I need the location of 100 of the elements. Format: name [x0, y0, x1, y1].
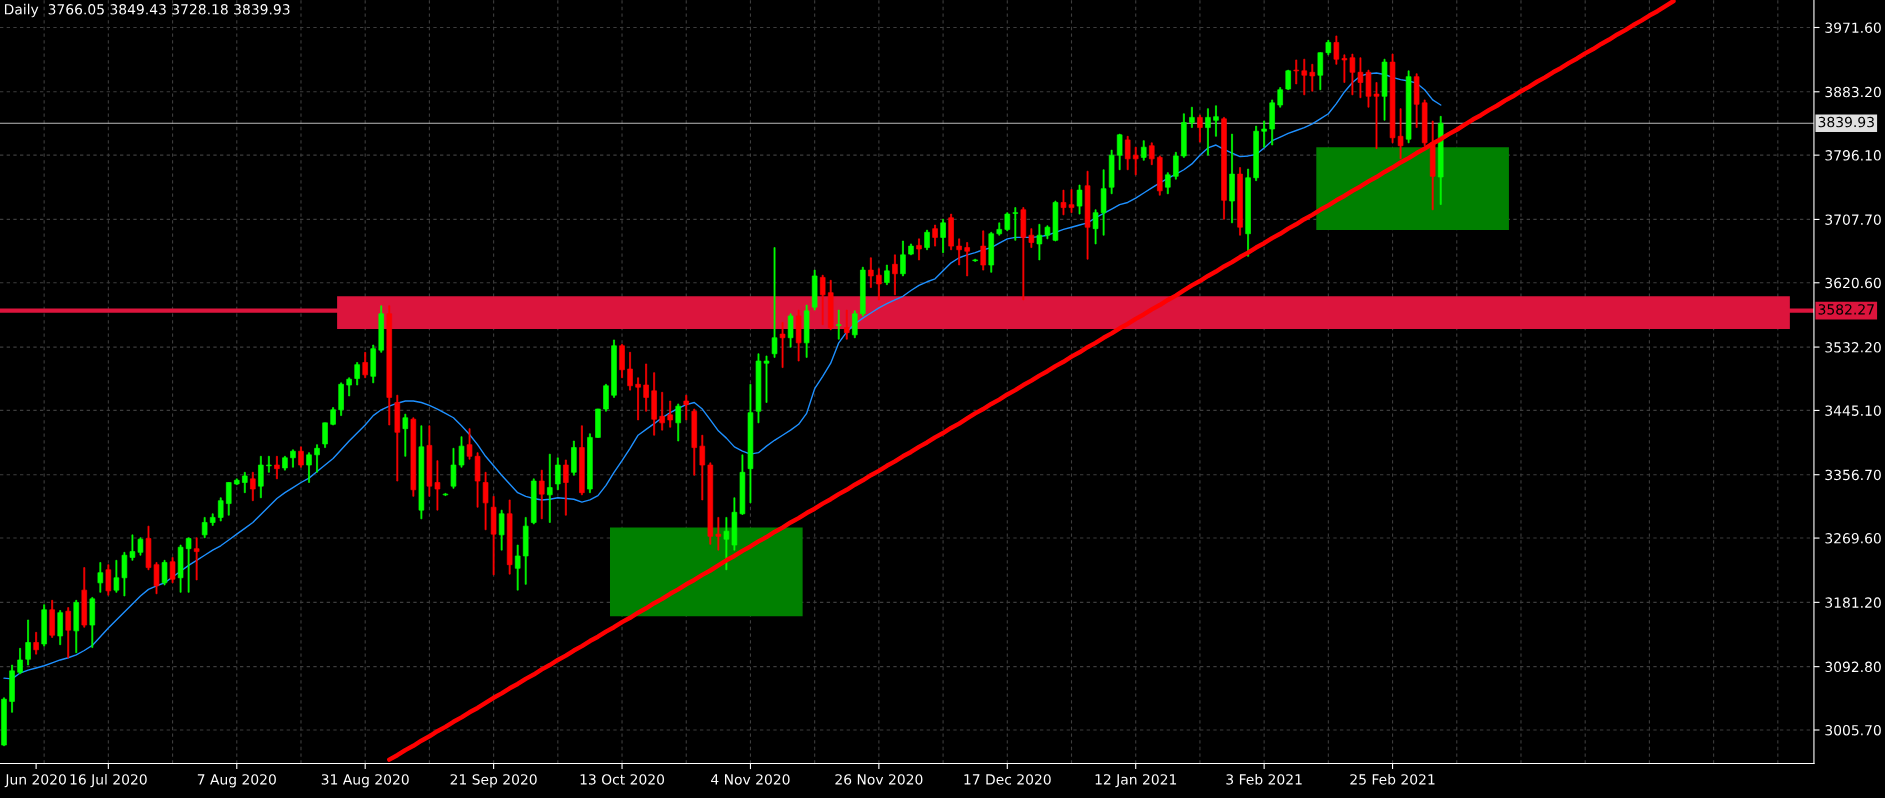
candlestick — [201, 517, 208, 539]
candlestick — [185, 537, 192, 593]
candlestick — [627, 351, 633, 391]
candlestick — [1381, 58, 1388, 121]
candlestick — [234, 478, 240, 486]
candlestick — [916, 238, 922, 261]
candlestick — [539, 469, 545, 520]
candlestick — [555, 457, 561, 491]
candlestick — [442, 493, 449, 496]
candlestick — [418, 425, 425, 520]
candlestick — [121, 551, 128, 597]
candlestick — [940, 218, 946, 254]
candlestick — [1389, 53, 1396, 144]
candlestick — [547, 453, 553, 523]
candlestick — [362, 351, 368, 379]
candlestick — [1165, 172, 1171, 195]
candlestick — [498, 509, 505, 551]
candlestick — [956, 238, 962, 266]
candlestick — [900, 240, 906, 277]
candlestick — [1092, 209, 1099, 245]
y-tick-label: 3620.60 — [1825, 277, 1881, 289]
candlestick — [1293, 59, 1299, 85]
candlestick — [1413, 73, 1420, 128]
candlestick — [1261, 120, 1267, 148]
candlestick — [1197, 114, 1203, 143]
candlestick — [25, 619, 31, 666]
candlestick — [1044, 225, 1051, 240]
candlestick — [819, 274, 826, 326]
y-tick-label: 3445.10 — [1825, 405, 1881, 416]
y-tick-label: 3269.60 — [1825, 533, 1881, 544]
candlestick — [306, 452, 312, 483]
candlestick — [1205, 108, 1211, 156]
line-series — [3, 72, 1442, 680]
x-tick-label: 16 Jul 2020 — [70, 773, 147, 788]
candlestick — [193, 537, 200, 581]
candlestick — [1052, 200, 1059, 242]
x-tick-label: 3 Feb 2021 — [1226, 773, 1302, 785]
candlestick — [169, 557, 176, 584]
candlestick — [161, 559, 168, 586]
y-tick-label: 3005.70 — [1825, 724, 1881, 736]
candlestick — [651, 372, 657, 436]
candlestick — [635, 377, 641, 421]
candlestick — [346, 377, 352, 397]
candlestick — [996, 222, 1003, 236]
candlestick — [771, 247, 778, 358]
candlestick — [266, 455, 272, 473]
candlestick — [723, 517, 730, 571]
candlestick — [89, 597, 96, 648]
x-tick-label: 21 Sep 2020 — [450, 774, 537, 788]
y-tick-label: 3356.70 — [1825, 469, 1881, 481]
candlestick — [1349, 53, 1356, 96]
candlestick — [434, 460, 441, 511]
candlestick — [1036, 223, 1043, 261]
candlestick — [844, 309, 850, 340]
candlestick — [1397, 108, 1404, 160]
candlestick — [290, 449, 296, 468]
y-tick-label: 3092.80 — [1825, 661, 1881, 673]
candlestick — [876, 268, 882, 301]
candlestick — [795, 309, 802, 362]
line-series — [387, 0, 1676, 762]
x-tick-label: 25 Feb 2021 — [1350, 773, 1435, 785]
candlestick — [972, 258, 978, 262]
candlestick — [1229, 133, 1235, 224]
candlestick — [209, 513, 216, 526]
candlestick — [506, 499, 513, 575]
y-tick-label: 3181.20 — [1825, 597, 1881, 608]
candlestick — [699, 434, 706, 501]
candlestick — [1140, 140, 1147, 161]
candlestick — [1189, 106, 1195, 128]
candlestick — [715, 517, 722, 551]
candlestick — [1100, 169, 1107, 236]
candlestick — [884, 264, 890, 286]
candlestick — [1325, 39, 1332, 56]
candlestick — [1309, 63, 1316, 92]
candlestick — [482, 471, 489, 531]
candlestick — [1124, 135, 1131, 171]
ref-line-label: 3839.93 — [1818, 116, 1874, 128]
candlestick — [675, 403, 681, 442]
x-tick-label: 13 Oct 2020 — [580, 774, 665, 785]
candlestick — [1116, 133, 1123, 171]
x-tick-label: 7 Aug 2020 — [197, 774, 276, 788]
candlestick — [643, 363, 649, 412]
candlestick — [17, 647, 23, 675]
candlestick — [932, 224, 938, 247]
candlestick — [964, 242, 970, 277]
x-tick-label: Jun 2020 — [4, 774, 66, 788]
candlestick — [242, 471, 248, 494]
candlestick — [835, 309, 842, 340]
candlestick — [514, 544, 521, 591]
candlestick — [1341, 54, 1348, 83]
candlestick — [868, 257, 874, 288]
candlestick — [1301, 58, 1308, 96]
candlestick — [394, 394, 401, 482]
candlestick — [787, 313, 794, 348]
candlestick — [1108, 149, 1115, 195]
candlestick — [402, 413, 409, 457]
candlestick — [811, 269, 818, 311]
candlestick — [426, 425, 433, 497]
candlestick — [137, 537, 144, 556]
candlestick — [490, 495, 497, 576]
